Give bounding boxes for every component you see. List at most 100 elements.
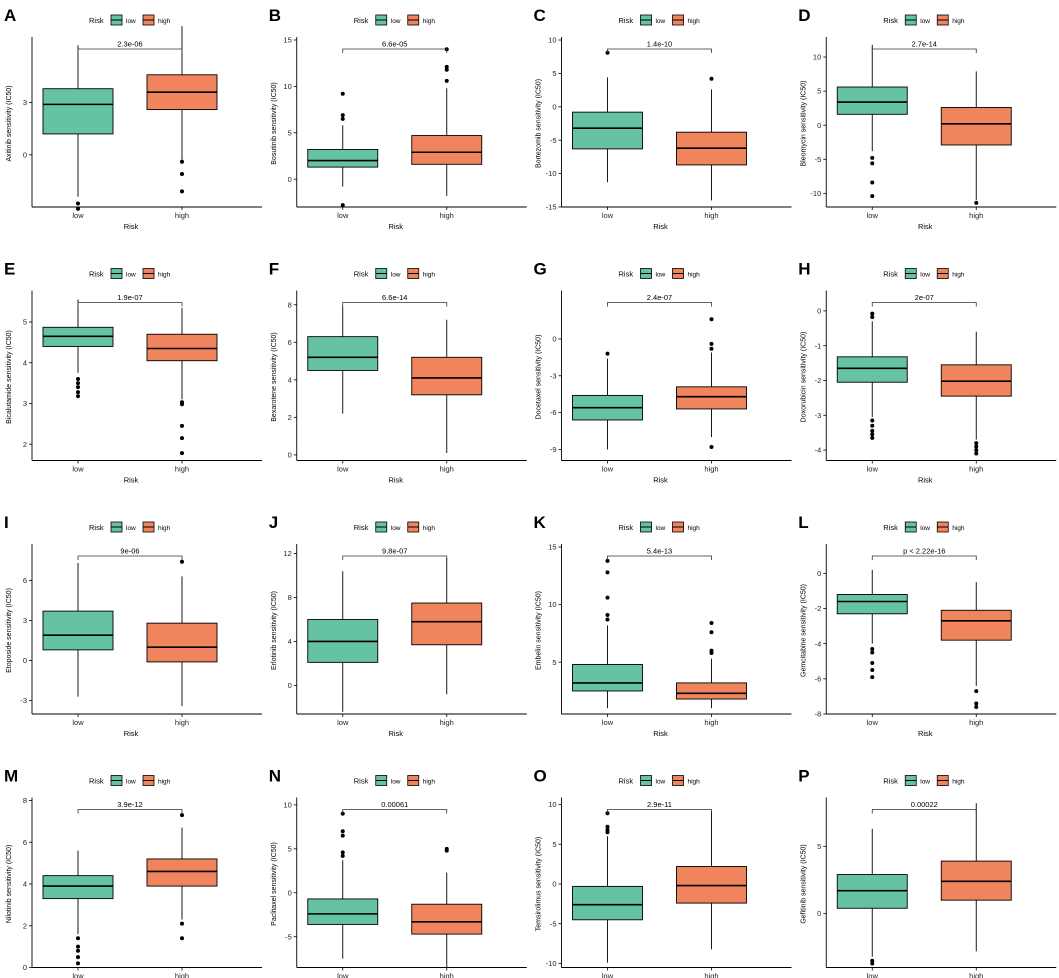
- legend-label-high: high: [423, 525, 436, 532]
- outlier-point: [340, 833, 345, 838]
- legend-label-high: high: [423, 18, 436, 25]
- legend: Risk low high: [619, 14, 700, 26]
- legend: Risk low high: [883, 521, 965, 533]
- box-iqr: [572, 111, 643, 150]
- legend: Risk low high: [354, 521, 436, 533]
- y-tick-label: -3: [20, 696, 27, 705]
- legend-key-low: [110, 14, 123, 26]
- significance-bracket: 6.6e-05: [342, 40, 448, 53]
- panel-B: B Risk low high 0 5 10 15 Bosutinib sensitivity …: [269, 6, 527, 231]
- y-tick-label: 10: [548, 36, 556, 45]
- box-low: [836, 44, 908, 199]
- outlier-point: [180, 559, 184, 564]
- legend-label-low: low: [391, 525, 401, 532]
- legend-title: Risk: [619, 16, 634, 25]
- outlier-point: [76, 936, 80, 941]
- bracket-line: [871, 555, 977, 560]
- legend: Risk low high: [883, 14, 965, 26]
- y-tick-label: 5: [23, 318, 27, 327]
- legend: Risk low high: [354, 14, 436, 26]
- legend-title: Risk: [883, 523, 898, 532]
- legend-title: Risk: [883, 270, 898, 279]
- significance-bracket: 0.00061: [342, 800, 448, 814]
- outlier-point: [870, 661, 875, 666]
- panel-letter: P: [798, 767, 809, 786]
- y-tick-label: 6: [288, 338, 292, 347]
- box-iqr: [307, 898, 379, 925]
- significance-bracket: p < 2.22e-16: [871, 547, 977, 560]
- y-tick-label: -5: [815, 155, 822, 164]
- box-iqr: [146, 858, 218, 887]
- panel-letter: C: [534, 6, 546, 25]
- x-tick-label: high: [175, 465, 189, 474]
- legend-label-high: high: [158, 779, 171, 786]
- outlier-point: [180, 189, 184, 194]
- legend-label-low: low: [656, 18, 666, 25]
- y-tick-label: -10: [546, 959, 557, 968]
- legend-title: Risk: [89, 16, 104, 25]
- legend-key-high: [142, 268, 155, 279]
- box-low: [42, 563, 114, 697]
- y-tick-label: -4: [815, 446, 822, 455]
- legend-key-high: [936, 521, 949, 533]
- outlier-point: [870, 311, 875, 316]
- x-tick-label: high: [969, 718, 983, 727]
- outlier-point: [974, 444, 979, 449]
- y-tick-label: 15: [548, 543, 556, 552]
- y-axis-label: Etoposide sensitivity (IC50): [6, 588, 13, 673]
- legend-key-high: [407, 268, 420, 279]
- y-axis-label: Erlotinib sensitivity (IC50): [271, 591, 278, 670]
- legend-label-high: high: [158, 525, 171, 532]
- outlier-point: [76, 385, 80, 390]
- y-tick-label: -8: [815, 710, 822, 719]
- x-tick-label: low: [72, 465, 84, 474]
- y-tick-label: -15: [546, 203, 557, 212]
- x-tick-label: low: [337, 211, 349, 220]
- significance-bracket: 9.8e-07: [342, 547, 448, 560]
- x-tick-label: low: [867, 972, 879, 978]
- panel-E: E Risk low high 2 3 4 5 Bicalutamide sensitivity…: [4, 260, 262, 485]
- box-low: [836, 569, 908, 680]
- legend-label-low: low: [126, 272, 136, 279]
- legend-label-high: high: [423, 272, 436, 279]
- x-tick-label: high: [440, 718, 454, 727]
- legend-key-high: [142, 14, 155, 26]
- outlier-point: [974, 451, 979, 456]
- outlier-point: [870, 155, 875, 160]
- legend-label-high: high: [688, 272, 701, 279]
- x-tick-label: high: [440, 465, 454, 474]
- box-low: [572, 811, 643, 963]
- panel-A: A Risk low high 0 3 Axitinib sensitivity (IC50…: [4, 6, 262, 231]
- legend-key-low: [110, 268, 123, 279]
- legend-title: Risk: [354, 270, 369, 279]
- y-tick-label: -5: [550, 136, 557, 145]
- panel-M: M Risk low high 0 2 4 6 8 Nilotinib sensitivity (…: [4, 767, 262, 978]
- p-value-label: 1.9e-07: [117, 293, 142, 302]
- bracket-line: [607, 809, 712, 814]
- legend-key-high: [407, 775, 420, 786]
- box-iqr: [836, 594, 908, 615]
- y-axis-label: Docetaxel sensitivity (IC50): [536, 335, 543, 420]
- bracket-line: [871, 302, 977, 307]
- y-axis-label: Bosutinib sensitivity (IC50): [271, 82, 278, 164]
- legend-label-high: high: [688, 779, 701, 786]
- outlier-point: [974, 441, 979, 446]
- outlier-point: [974, 701, 979, 706]
- legend-key-high: [142, 775, 155, 786]
- y-tick-label: 0: [288, 450, 292, 459]
- x-tick-label: low: [602, 972, 614, 978]
- y-tick-label: 5: [552, 69, 556, 78]
- legend-label-high: high: [952, 18, 965, 25]
- p-value-label: 0.00061: [381, 800, 408, 809]
- outlier-point: [605, 617, 610, 622]
- x-tick-label: low: [72, 718, 84, 727]
- legend-label-low: low: [391, 18, 401, 25]
- outlier-point: [76, 390, 80, 395]
- outlier-point: [709, 317, 714, 322]
- outlier-point: [76, 948, 80, 953]
- y-tick-label: 3: [23, 399, 27, 408]
- y-tick-label: 8: [288, 593, 292, 602]
- y-tick-label: 0: [552, 102, 556, 111]
- p-value-label: 6.6e-05: [382, 40, 407, 49]
